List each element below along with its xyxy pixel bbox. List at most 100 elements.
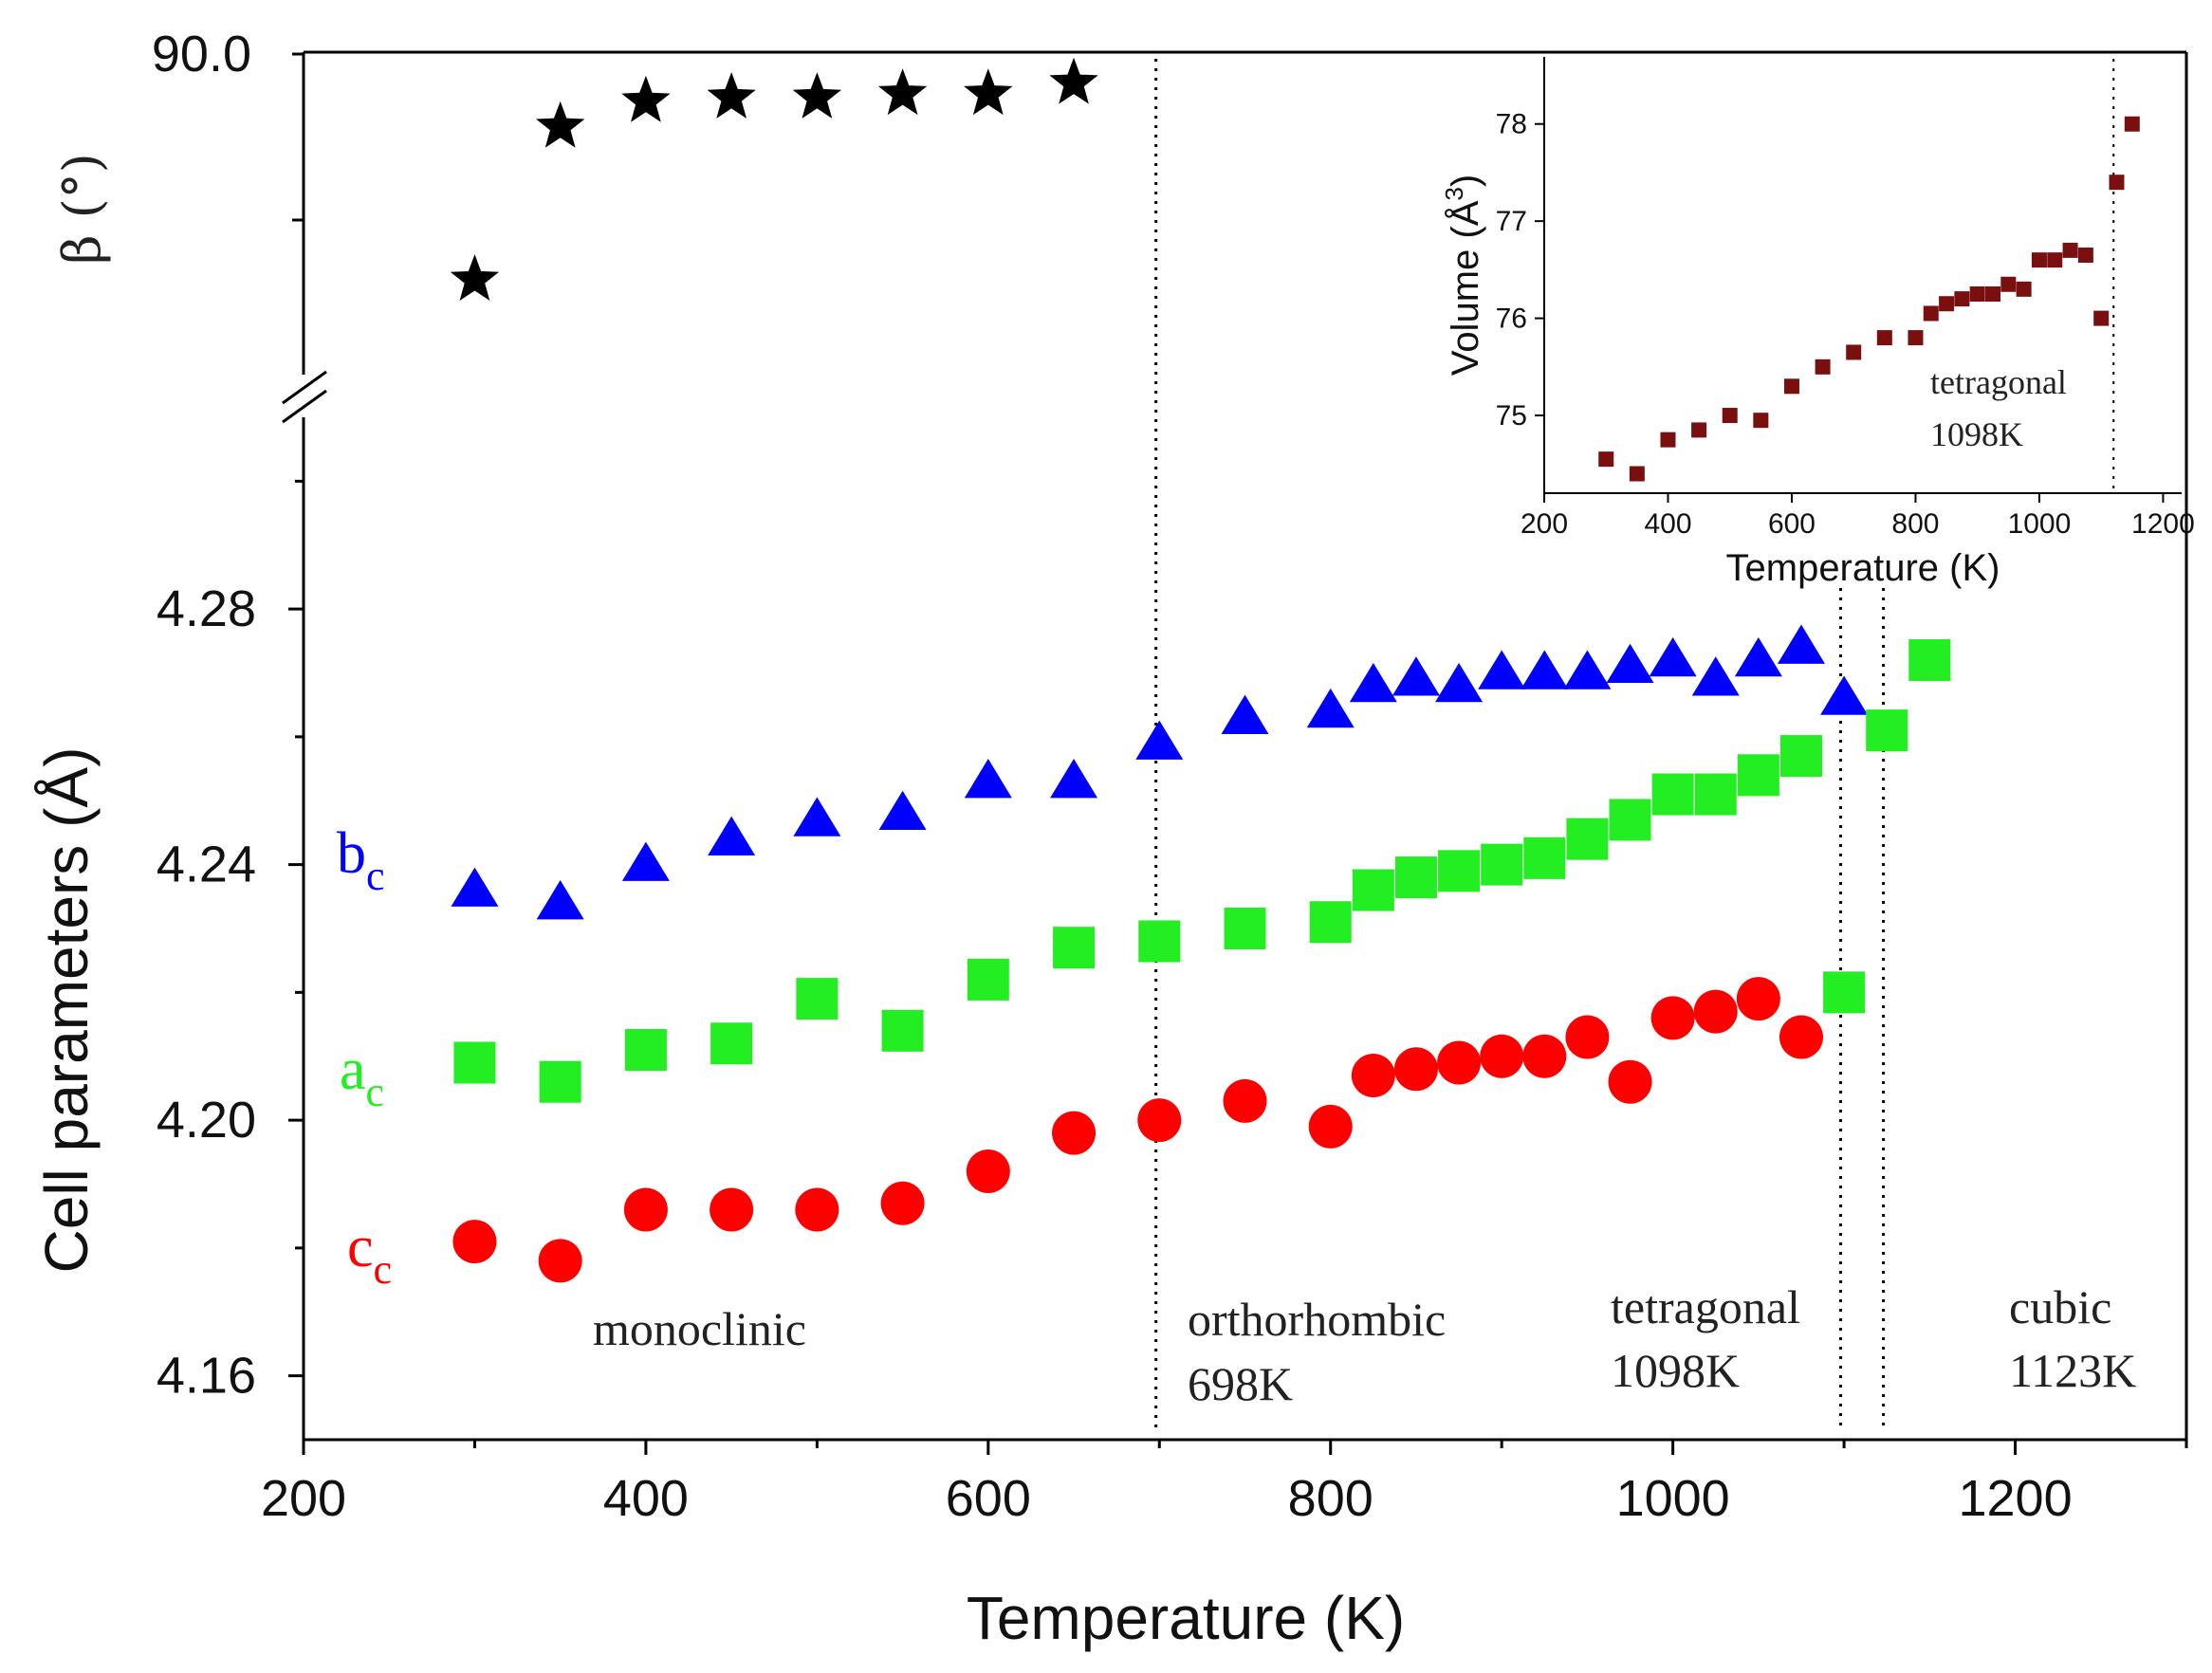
inset-volume-point [2124,116,2140,132]
inset-y-tick-label-78: 78 [1496,109,1527,140]
inset-volume-point [2000,276,2017,292]
b_c-point [621,841,670,881]
b_c-point [1435,662,1484,703]
inset-volume-point [2031,252,2047,268]
c_c-point [1779,1015,1823,1059]
x-axis-title: Temperature (K) [967,1584,1405,1652]
series-label-b: bc [337,821,385,899]
c_c-point [1736,977,1780,1021]
a_c-point [539,1060,581,1103]
b_c-point [536,880,584,920]
a_c-point [1779,735,1822,778]
a_c-point [1394,856,1437,899]
a_c-point [710,1022,753,1065]
a_c-point [1309,901,1352,944]
b_c-point [964,759,1012,799]
inset-y-tick-label-75: 75 [1496,400,1527,432]
axis-break-marker [282,370,327,424]
x-tick-label-800: 800 [1288,1470,1373,1527]
phase-label-tetragonal: tetragonal [1611,1280,1800,1333]
beta-point [621,75,671,122]
inset-volume-point [2077,248,2093,264]
beta-point [536,101,585,148]
phase-label-monoclinic: monoclinic [593,1302,806,1355]
b_c-point [1777,624,1825,664]
c_c-point [1522,1034,1567,1078]
inset-background [1527,57,2182,499]
b_c-point [1221,694,1269,734]
inset-volume-point [1691,422,1707,438]
b_c-point [1649,637,1697,677]
c_c-point [1308,1104,1353,1149]
c_c-point [795,1187,839,1232]
inset-volume-point [1939,296,1955,312]
a_c-point [1053,927,1096,969]
x-tick-label-1200: 1200 [1958,1470,2072,1527]
inset-chart: 200 400 600 800 1000 1200 75 76 77 78 Temperature… [1440,57,2195,589]
b_c-point [878,790,927,831]
inset-phase-label: tetragonal [1930,363,2067,401]
inset-x-axis-title: Temperature (K) [1726,547,2000,589]
beta-point [707,72,756,119]
beta-series [450,57,1098,301]
b_c-point [1691,656,1740,696]
b_c-point [1135,720,1184,760]
inset-volume-point [1629,466,1645,482]
a_c-point [1908,639,1951,682]
y-axis-title: Cell parameters (Å) [32,747,101,1274]
inset-volume-point [1783,378,1799,395]
beta-point [1049,57,1098,104]
inset-x-tick-label-800: 800 [1891,508,1939,540]
inset-volume-series [1598,116,2140,482]
beta-top-tick-label: 90.0 [152,26,251,83]
inset-x-tick-label-1200: 1200 [2131,508,2195,540]
a_c-point [1737,754,1779,797]
c_c-point [1650,996,1695,1040]
inset-volume-point [2047,252,2063,268]
c_c-point [710,1187,754,1232]
inset-volume-point [1954,291,1970,307]
phase-label-orthorhombic: orthorhombic [1188,1293,1446,1346]
inset-volume-point [2016,281,2032,297]
c_c-point [1437,1040,1482,1085]
beta-point [877,68,928,116]
inset-volume-point [1598,451,1614,468]
b_c-point [1606,643,1654,684]
c_c-point [452,1220,497,1264]
b_c-point [1734,637,1782,677]
inset-volume-point [1969,286,1985,302]
x-tick-label-200: 200 [261,1470,346,1527]
inset-y-tick-label-76: 76 [1496,303,1527,335]
inset-x-tick-label-1000: 1000 [2008,508,2072,540]
y-tick-label-4.20: 4.20 [157,1092,256,1149]
inset-ticks: 200 400 600 800 1000 1200 75 76 77 78 [1496,109,2195,540]
series-label-a: ac [340,1038,384,1115]
a_c-point [1866,709,1908,752]
phase-label-cubic-temp: 1123K [2009,1344,2136,1397]
inset-volume-point [1846,344,1862,360]
a_c-point [1352,869,1394,911]
c_c-point [1480,1034,1524,1078]
c_c-point [1223,1078,1267,1123]
inset-x-tick-label-200: 200 [1521,508,1568,540]
b_c-point [1349,662,1397,703]
y-tick-label-4.16: 4.16 [157,1348,256,1405]
phase-label-tetragonal-temp: 1098K [1611,1344,1740,1397]
inset-volume-point [1876,330,1892,346]
inset-x-tick-label-600: 600 [1768,508,1816,540]
a_c-point [1694,773,1737,816]
inset-volume-point [1753,413,1769,429]
b_c-point [1392,656,1440,696]
b_c-point [1820,675,1869,715]
b_c-point [1563,650,1612,689]
a_c-point [1823,971,1866,1014]
inset-volume-point [1985,286,2001,302]
y-tick-label-4.24: 4.24 [157,836,256,893]
a_c-point [796,978,839,1020]
beta-axis-title: β (°) [52,153,112,265]
inset-volume-point [2093,310,2110,326]
c_c-point [538,1239,582,1283]
inset-y-tick-label-77: 77 [1496,206,1527,237]
inset-volume-point [1908,330,1924,346]
